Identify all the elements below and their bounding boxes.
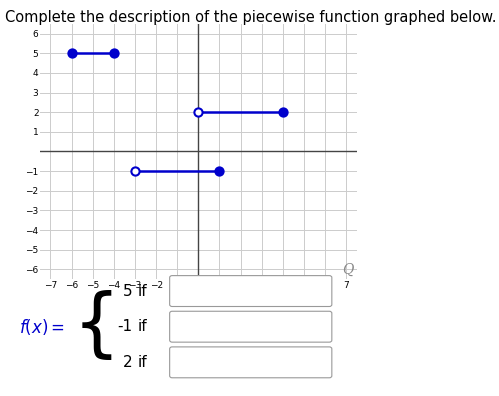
Text: -1: -1 [117,319,132,334]
Point [279,109,287,115]
Point [110,50,118,56]
Text: 5: 5 [123,284,132,299]
Point [194,109,202,115]
Text: if: if [137,355,147,370]
Point [131,168,139,174]
Text: 2: 2 [123,355,132,370]
Text: $f(x) =$: $f(x) =$ [19,317,65,337]
Text: if: if [137,319,147,334]
Text: {: { [72,290,120,363]
Point [67,50,75,56]
Text: Complete the description of the piecewise function graphed below.: Complete the description of the piecewis… [5,10,497,25]
Text: Q: Q [342,263,354,277]
Text: if: if [137,284,147,299]
Point [216,168,224,174]
